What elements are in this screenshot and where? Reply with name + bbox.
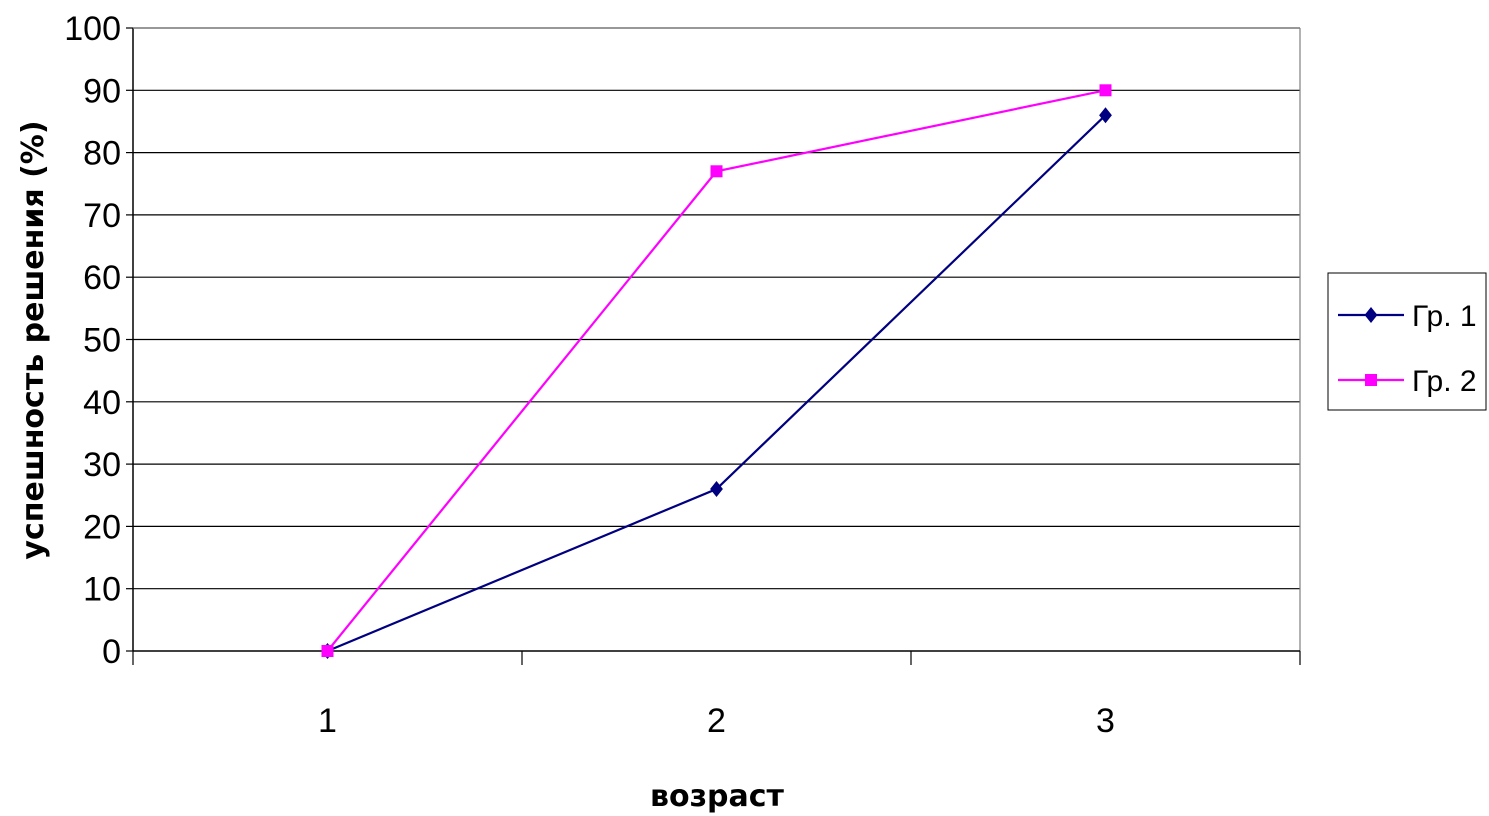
data-point: [710, 481, 723, 498]
series-2: [321, 84, 1112, 657]
y-tick-label: 10: [83, 571, 121, 609]
y-tick-label: 100: [64, 10, 121, 48]
series-lines: [321, 84, 1112, 659]
y-tick-label: 50: [83, 322, 121, 360]
axes: [126, 27, 1301, 665]
y-tick-labels: 0 10 20 30 40 50 60 70 80 90 100: [64, 10, 121, 671]
series-line: [327, 114, 1107, 653]
legend-marker: [1364, 307, 1378, 323]
x-tick-label: 3: [1096, 702, 1115, 740]
y-tick-label: 60: [83, 259, 121, 297]
data-point: [1099, 107, 1112, 124]
x-tick-label: 1: [318, 702, 337, 740]
legend-label: Гр. 1: [1412, 300, 1477, 333]
legend-label: Гр. 2: [1412, 365, 1477, 398]
x-tick-label: 2: [707, 702, 726, 740]
y-tick-label: 20: [83, 508, 121, 546]
data-point: [710, 165, 723, 178]
x-tick-labels: 1 2 3: [318, 702, 1115, 740]
legend-item: Гр. 2: [1338, 365, 1477, 398]
legend-item: Гр. 1: [1338, 300, 1477, 333]
y-tick-label: 0: [102, 633, 121, 671]
gridlines: [133, 27, 1300, 590]
legend-marker: [1365, 374, 1377, 386]
legend: Гр. 1 Гр. 2: [1327, 272, 1487, 411]
y-tick-label: 90: [83, 72, 121, 110]
y-axis-title: успешность решения (%): [16, 120, 51, 559]
data-point: [1099, 84, 1112, 97]
x-axis-title: возраст: [650, 779, 785, 814]
y-tick-label: 30: [83, 446, 121, 484]
legend-box: [1327, 272, 1487, 411]
y-tick-label: 80: [83, 135, 121, 173]
y-tick-label: 40: [83, 384, 121, 422]
data-point: [321, 645, 334, 657]
series-1: [321, 107, 1112, 659]
y-tick-label: 70: [83, 197, 121, 235]
